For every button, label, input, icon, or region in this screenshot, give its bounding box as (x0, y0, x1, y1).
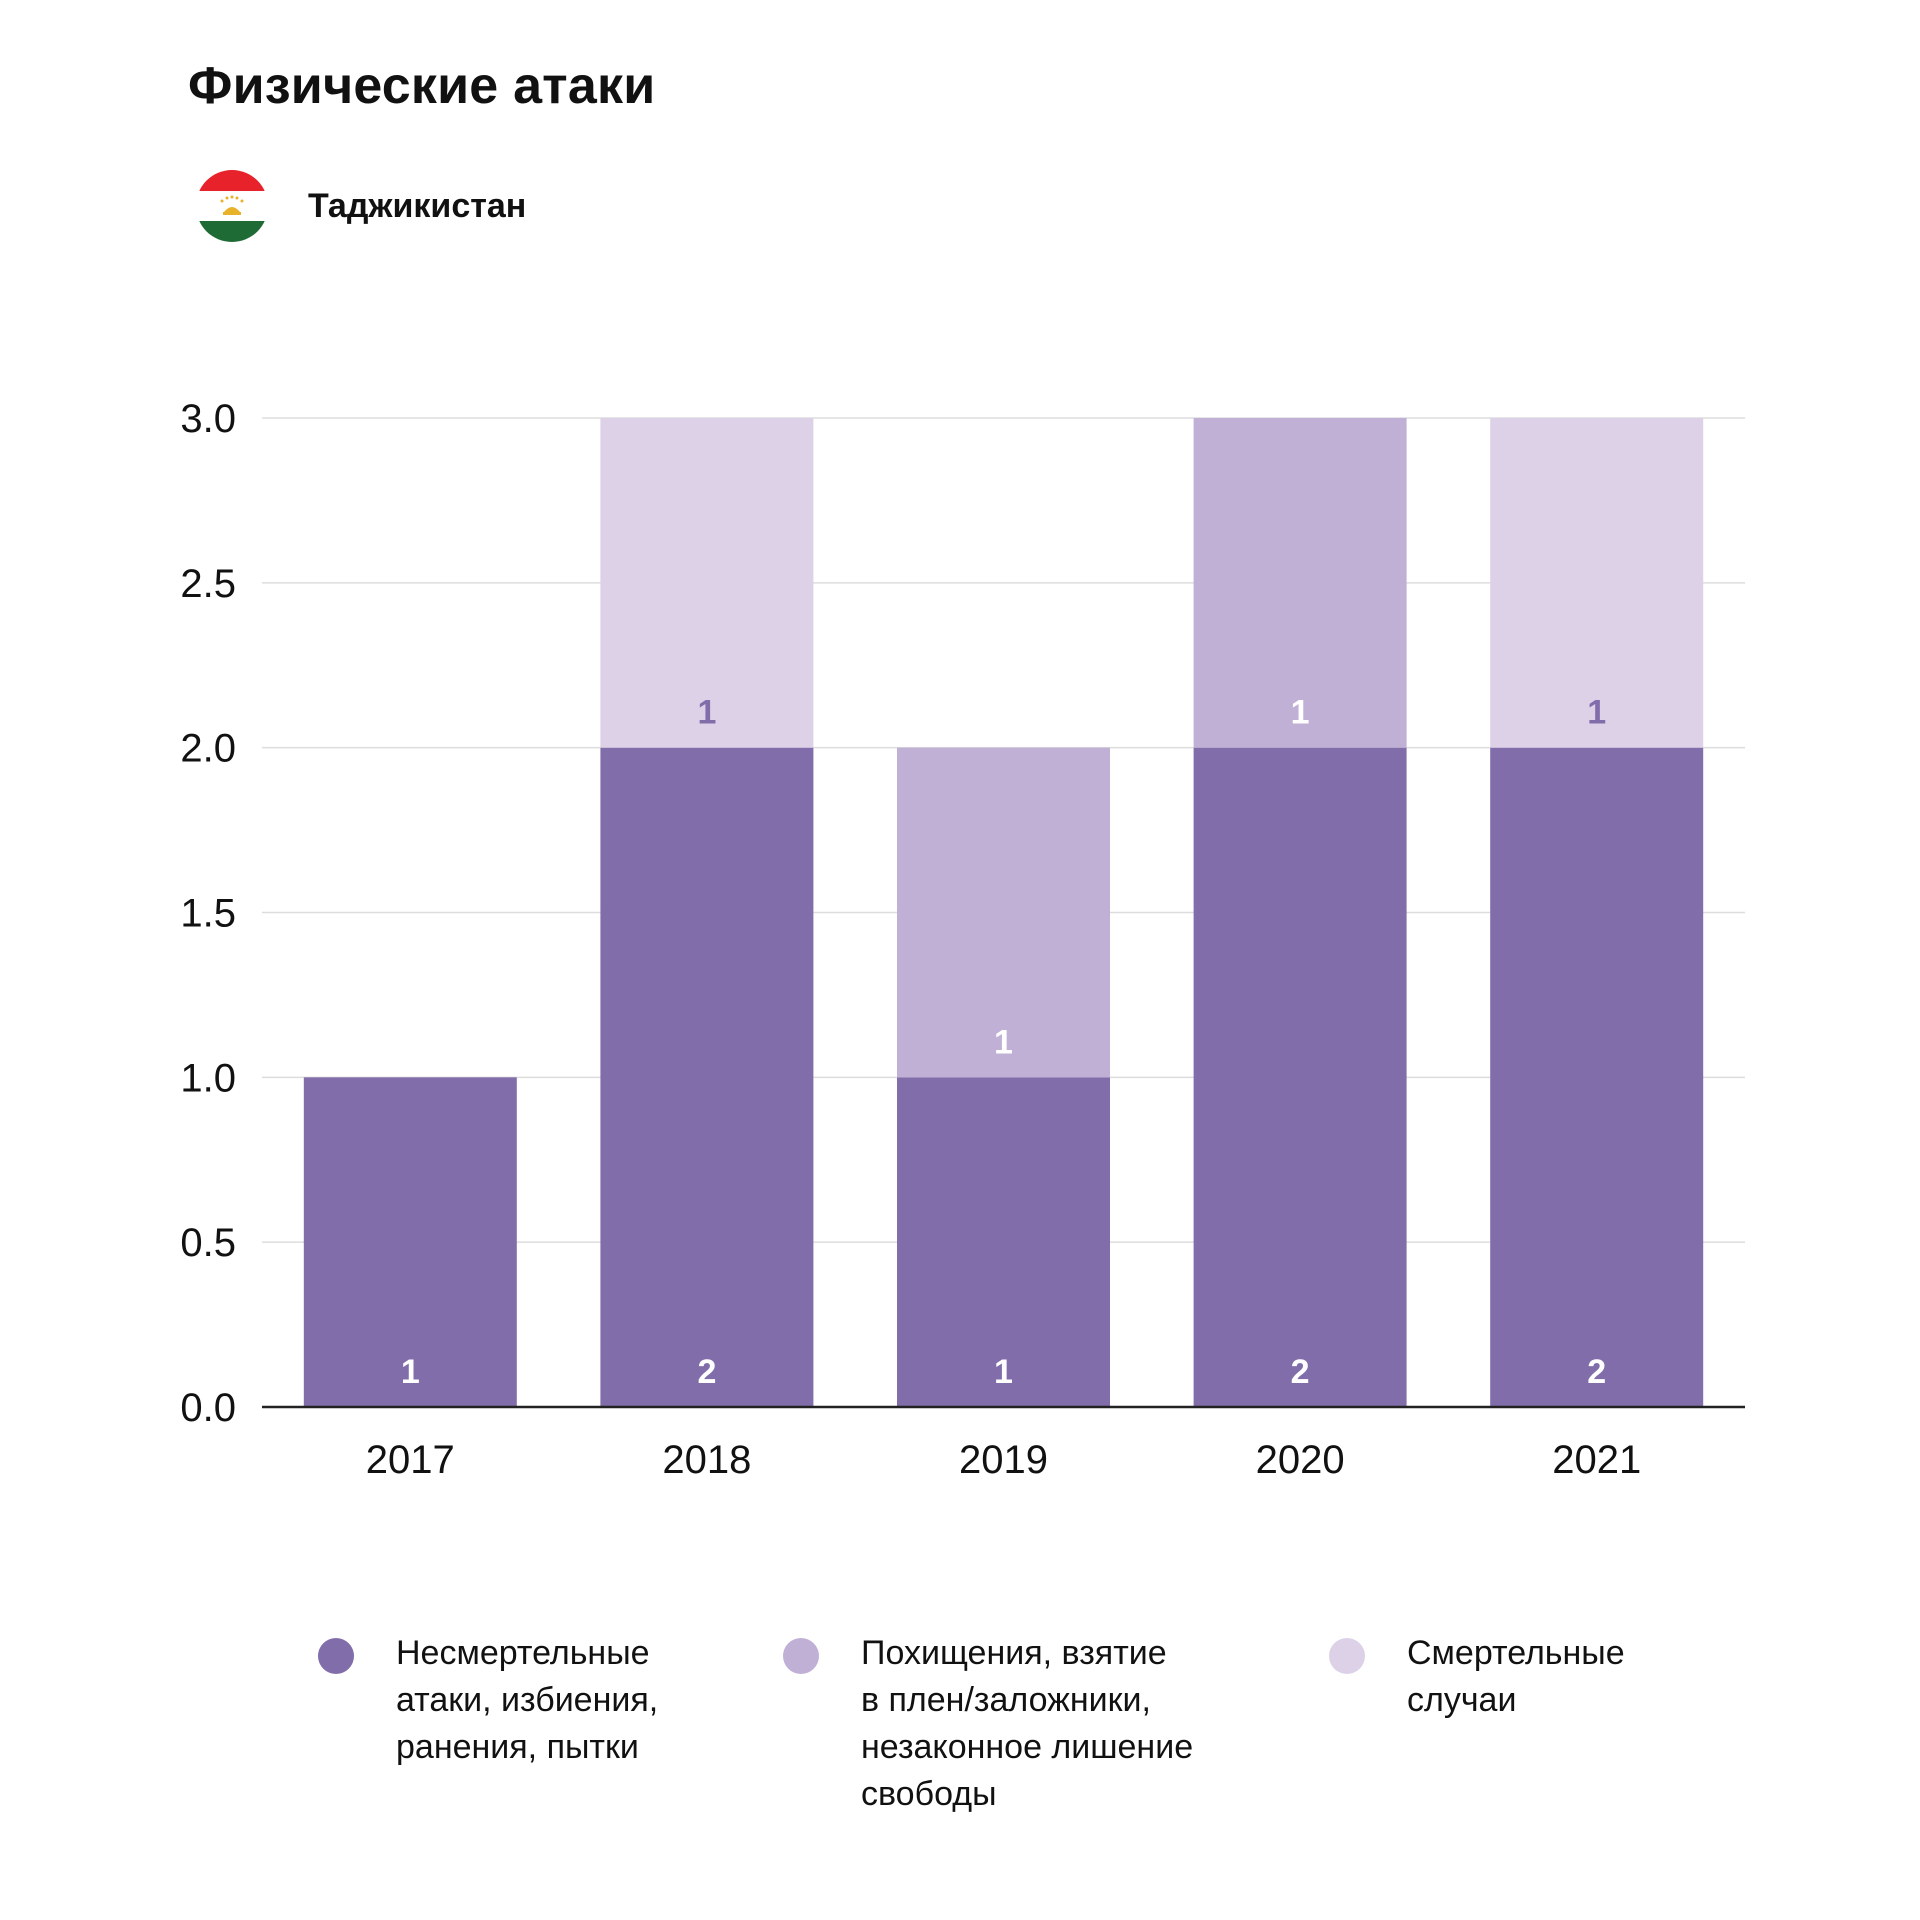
y-tick-label: 1.5 (180, 892, 236, 936)
y-tick-label: 2.5 (180, 562, 236, 606)
country-badge: Таджикистан (196, 170, 526, 242)
bar-segment (1193, 418, 1407, 748)
legend-item-abductions: Похищения, взятие в плен/заложники, неза… (783, 1630, 1193, 1818)
y-tick-label: 0.5 (180, 1221, 236, 1265)
x-tick-label: 2018 (662, 1438, 751, 1482)
legend-swatch (1329, 1638, 1365, 1674)
legend-item-fatal: Смертельные случаи (1329, 1630, 1625, 1724)
legend-label: Несмертельные атаки, избиения, ранения, … (396, 1634, 659, 1766)
legend-label: Смертельные случаи (1407, 1634, 1625, 1719)
bar-segment (1490, 747, 1704, 1407)
x-tick-label: 2020 (1256, 1438, 1345, 1482)
data-label: 1 (401, 1353, 420, 1391)
legend-item-nonfatal: Несмертельные атаки, избиения, ранения, … (318, 1630, 658, 1771)
legend-label: Похищения, взятие в плен/заложники, неза… (861, 1634, 1194, 1813)
y-tick-label: 1.0 (180, 1056, 236, 1100)
legend-swatch (783, 1638, 819, 1674)
tajikistan-flag-icon (196, 170, 268, 242)
data-label: 2 (1587, 1353, 1606, 1391)
legend-swatch (318, 1638, 354, 1674)
bar-segment (1193, 747, 1407, 1407)
bar-segment (897, 1077, 1110, 1407)
data-label: 1 (1587, 694, 1606, 732)
data-label: 1 (994, 1023, 1013, 1061)
y-tick-label: 0.0 (180, 1386, 236, 1430)
x-tick-label: 2021 (1552, 1438, 1641, 1482)
bar-segment (303, 1077, 517, 1407)
data-label: 1 (697, 694, 716, 732)
bar-segment (897, 747, 1110, 1078)
country-name: Таджикистан (308, 186, 527, 225)
chart-title: Физические атаки (188, 57, 656, 115)
y-tick-label: 2.0 (180, 727, 236, 771)
bar-segment (1490, 418, 1704, 748)
data-label: 1 (994, 1353, 1013, 1391)
data-label: 2 (1291, 1353, 1310, 1391)
y-tick-label: 3.0 (180, 397, 236, 441)
x-tick-label: 2017 (366, 1438, 455, 1482)
chart-legend: Несмертельные атаки, избиения, ранения, … (0, 1630, 1920, 1830)
bar-segment (600, 747, 814, 1407)
data-label: 1 (1291, 694, 1310, 732)
bar-segment (600, 418, 814, 748)
x-tick-label: 2019 (959, 1438, 1048, 1482)
data-label: 2 (697, 1353, 716, 1391)
